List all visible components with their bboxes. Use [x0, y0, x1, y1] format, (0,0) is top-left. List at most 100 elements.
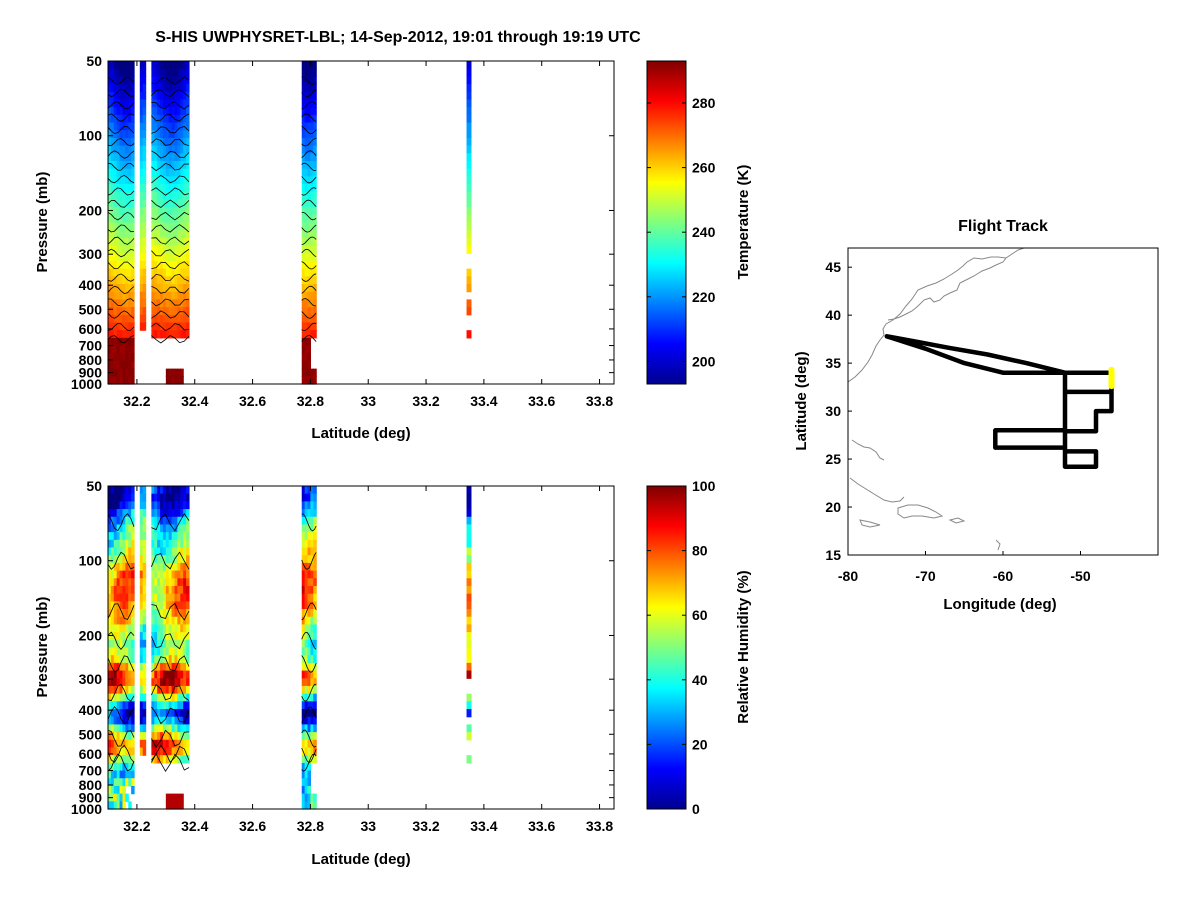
heatmap-cell [180, 609, 184, 618]
heatmap-cell [186, 145, 190, 154]
heatmap-cell [168, 539, 173, 549]
heatmap-cell [162, 678, 167, 687]
heatmap-cell [142, 655, 147, 664]
heatmap-cell [108, 345, 112, 354]
heatmap-cell [168, 601, 173, 610]
heatmap-cell [165, 168, 170, 177]
heatmap-cell [139, 260, 144, 270]
heatmap-cell [165, 368, 170, 377]
heatmap-cell [165, 739, 170, 749]
heatmap-cell [139, 647, 144, 656]
heatmap-cell [186, 84, 190, 93]
heatmap-cell [301, 570, 306, 579]
heatmap-cell [165, 639, 170, 649]
x-tick-label: 32.4 [181, 818, 208, 834]
heatmap-cell [142, 532, 147, 541]
heatmap-cell [174, 670, 178, 679]
heatmap-cell [466, 245, 472, 254]
heatmap-cell [119, 632, 124, 641]
heatmap-cell [174, 168, 178, 177]
heatmap-cell [157, 585, 161, 595]
heatmap-cell [110, 739, 115, 749]
heatmap-cell [307, 785, 311, 795]
heatmap-cell [171, 376, 176, 385]
heatmap-cell [139, 107, 144, 116]
heatmap-cell [307, 739, 311, 749]
heatmap-cell [162, 555, 167, 564]
heatmap-cell [307, 184, 311, 193]
y-tick-label: 20 [825, 499, 841, 515]
heatmap-cell [186, 578, 190, 587]
heatmap-cell [186, 68, 190, 77]
heatmap-cell [154, 562, 158, 572]
heatmap-cell [113, 747, 118, 756]
heatmap-cell [183, 570, 187, 579]
heatmap-cell [304, 785, 309, 795]
heatmap-cell [122, 755, 126, 764]
heatmap-cell [119, 655, 124, 664]
heatmap-cell [310, 716, 314, 725]
heatmap-cell [183, 524, 187, 533]
heatmap-cell [142, 670, 147, 679]
heatmap-cell [131, 762, 135, 772]
heatmap-cell [113, 585, 118, 595]
heatmap-cell [307, 709, 311, 718]
flight-track-title: Flight Track [958, 218, 1048, 235]
heatmap-cell [162, 330, 167, 339]
heatmap-cell [128, 762, 132, 772]
heatmap-cell [125, 639, 129, 649]
heatmap-cell [180, 61, 184, 70]
y-tick-label: 800 [79, 352, 103, 368]
heatmap-cell [119, 762, 124, 772]
heatmap-cell [113, 253, 118, 262]
heatmap-cell [122, 237, 126, 247]
heatmap-cell [307, 486, 311, 495]
heatmap-cell [168, 260, 173, 270]
heatmap-cell [307, 137, 311, 147]
heatmap-cell [128, 137, 132, 147]
heatmap-cell [177, 801, 181, 810]
heatmap-cell [304, 747, 309, 756]
heatmap-cell [160, 616, 164, 626]
heatmap-cell [177, 516, 181, 526]
heatmap-cell [301, 724, 306, 733]
heatmap-cell [116, 701, 121, 710]
x-tick-label: 33.4 [470, 818, 497, 834]
heatmap-cell [171, 368, 176, 377]
heatmap-cell [113, 337, 118, 347]
heatmap-cell [108, 785, 112, 795]
heatmap-cell [304, 762, 309, 772]
heatmap-cell [304, 299, 309, 308]
heatmap-cell [174, 299, 178, 308]
heatmap-cell [154, 532, 158, 541]
heatmap-cell [154, 486, 158, 495]
heatmap-cell [110, 562, 115, 572]
heatmap-cell [113, 486, 118, 495]
heatmap-cell [110, 601, 115, 610]
heatmap-cell [157, 624, 161, 633]
contour-line [107, 88, 135, 98]
heatmap-cell [466, 493, 472, 502]
heatmap-cell [304, 693, 309, 702]
heatmap-cell [304, 145, 309, 154]
heatmap-cell [162, 486, 167, 495]
heatmap-cell [186, 307, 190, 316]
heatmap-cell [168, 284, 173, 293]
heatmap-cell [304, 168, 309, 177]
heatmap-cell [122, 314, 126, 324]
heatmap-cell [108, 532, 112, 541]
heatmap-cell [157, 276, 161, 285]
heatmap-cell [177, 639, 181, 649]
contour-line [107, 603, 135, 621]
heatmap-cell [139, 593, 144, 602]
heatmap-cell [157, 168, 161, 177]
heatmap-cell [304, 214, 309, 224]
heatmap-cell [110, 539, 115, 549]
heatmap-cell [313, 114, 317, 124]
heatmap-cell [125, 184, 129, 193]
y-tick-label: 700 [79, 763, 103, 779]
heatmap-cell [108, 639, 112, 649]
heatmap-cell [131, 199, 135, 208]
heatmap-cell [301, 330, 306, 339]
